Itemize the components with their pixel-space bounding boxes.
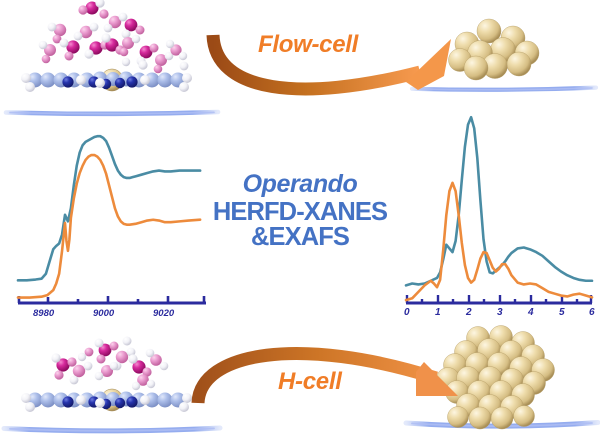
exafs-h-cell-curve (404, 181, 594, 302)
technique-title: Operando HERFD-XANES &EXAFS (180, 170, 420, 251)
h-cell-arrow (191, 347, 458, 404)
water-molecules-top (38, 0, 189, 74)
flow-cell-arrow-label: Flow-cell (258, 31, 358, 58)
water-line-bottom-left-hi (9, 427, 215, 432)
xanes-axis (17, 296, 206, 305)
flow-cell-interface-model (21, 0, 192, 92)
exafs-tick-label-6: 6 (589, 307, 595, 318)
xanes-tick-label-1: 9000 (93, 308, 115, 319)
exafs-tick-label-3: 3 (497, 307, 503, 318)
xanes-h-cell-curve (16, 153, 202, 299)
xanes-tick-label-0: 8980 (33, 308, 55, 319)
xanes-flow-cell-curve (16, 134, 202, 282)
exafs-tick-label-4: 4 (528, 307, 534, 318)
xanes-tick-label-2: 9020 (153, 308, 175, 319)
technique-title-herfd-xanes: HERFD-XANES (212, 197, 388, 226)
large-gold-cluster (436, 325, 555, 430)
exafs-tick-label-1: 1 (435, 307, 441, 318)
catalyst-slab-bottom (21, 388, 192, 412)
water-molecules-bottom (51, 336, 169, 391)
exafs-flow-cell-curve (404, 115, 594, 287)
exafs-tick-label-5: 5 (559, 307, 565, 318)
exafs-tick-label-0: 0 (404, 307, 410, 318)
h-cell-interface-model (21, 336, 192, 412)
h-cell-arrow-label: H-cell (278, 368, 342, 395)
flow-cell-arrow (206, 34, 451, 96)
catalyst-slab-top (21, 68, 192, 92)
small-gold-cluster (448, 18, 540, 81)
technique-title-exafs: &EXAFS (250, 222, 350, 251)
water-line-top-left-hi (9, 111, 215, 115)
technique-title-operando: Operando (242, 170, 358, 198)
exafs-tick-label-2: 2 (466, 307, 472, 318)
water-line-top-right-hi (417, 87, 593, 91)
